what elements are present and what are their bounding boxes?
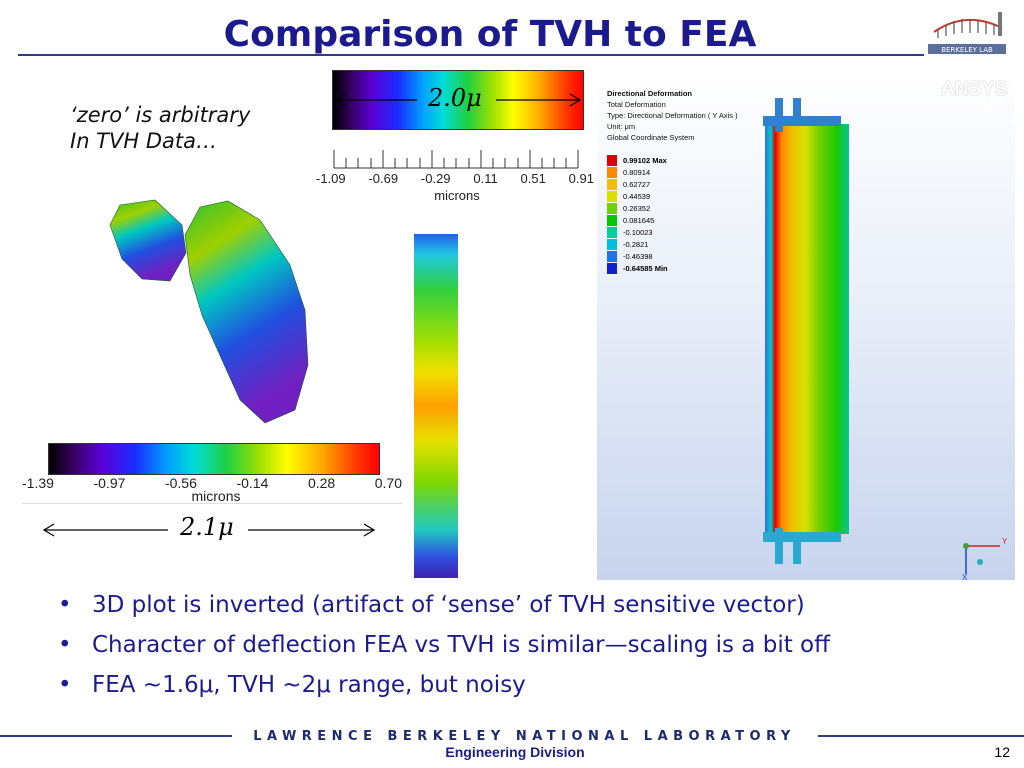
slide-title: Comparison of TVH to FEA: [223, 14, 757, 55]
tick-label: -1.39: [22, 475, 54, 491]
top-dimension-arrow: [334, 93, 582, 107]
top-dimension-value: 2.0: [428, 84, 467, 112]
fea-legend: 0.99102 Max 0.80914 0.62727 0.44539 0.26352 0…: [607, 154, 668, 274]
fea-legend-label: 0.99102 Max: [623, 155, 667, 165]
colorbar-divider: [22, 503, 402, 504]
fea-legend-row: 0.26352: [607, 202, 668, 214]
fea-info-line: Global Coordinate System: [607, 133, 695, 142]
footer-rule-left: [0, 735, 232, 737]
ansys-version: v12.1: [973, 98, 1005, 109]
fea-legend-label: 0.80914: [623, 167, 651, 177]
fea-legend-row: 0.44539: [607, 190, 668, 202]
tick-label: -0.56: [164, 475, 197, 491]
fea-legend-row: -0.64585 Min: [607, 262, 668, 274]
fea-info-line: Directional Deformation: [607, 89, 693, 98]
fea-legend-row: -0.2821: [607, 238, 668, 250]
tick-label: -0.97: [93, 475, 126, 491]
fea-legend-swatch: [607, 238, 617, 250]
fea-info-line: Unit: μm: [607, 122, 636, 131]
fea-legend-label: 0.44539: [623, 191, 651, 201]
tick-label: 0.11: [473, 171, 498, 186]
fea-legend-label: 0.62727: [623, 179, 651, 189]
lab-name: LAWRENCE BERKELEY NATIONAL LABORATORY: [253, 729, 796, 744]
fea-legend-swatch: [607, 166, 617, 178]
top-tick-scale: [333, 150, 579, 169]
tick-label: -0.69: [368, 171, 399, 186]
fea-legend-label: -0.46398: [623, 251, 653, 261]
ansys-logo: ANSYS: [940, 78, 1008, 100]
axis-x-label: X: [962, 573, 968, 580]
fea-result-panel: Directional Deformation Total Deformatio…: [597, 74, 1015, 580]
zero-arbitrary-note: ‘zero’ is arbitrary In TVH Data…: [70, 102, 250, 154]
division-name: Engineering Division: [445, 744, 585, 760]
berkeley-lab-logo: BERKELEY LAB: [928, 12, 1006, 54]
tick-label: 0.70: [374, 475, 402, 491]
fea-legend-swatch: [607, 178, 617, 190]
tick-label: -0.29: [420, 171, 451, 186]
fea-legend-label: 0.081645: [623, 215, 655, 225]
footer-rule-right: [818, 735, 1024, 737]
top-dimension-label: 2.0μ: [428, 84, 482, 112]
bottom-axis-label: microns: [191, 488, 241, 504]
tick-label: 0.28: [307, 475, 336, 491]
fea-info-line: Type: Directional Deformation ( Y Axis ): [607, 111, 738, 120]
fea-legend-swatch: [607, 262, 617, 274]
tick-label: -1.09: [316, 171, 346, 186]
fea-legend-swatch: [607, 154, 617, 166]
fea-legend-label: 0.26352: [623, 203, 651, 213]
bullet-item: FEA ~1.6μ, TVH ~2μ range, but noisy: [58, 668, 998, 708]
fea-info-line: Total Deformation: [607, 100, 666, 109]
fea-legend-swatch: [607, 202, 617, 214]
tick-label: 0.51: [520, 171, 546, 186]
note-line-2: In TVH Data…: [70, 129, 217, 153]
page-number: 12: [994, 744, 1010, 760]
bullet-list: 3D plot is inverted (artifact of ‘sense’…: [58, 588, 998, 708]
tvh-3d-surface-plot: [109, 199, 309, 424]
fea-legend-swatch: [607, 250, 617, 262]
top-tick-labels: -1.09 -0.69 -0.29 0.11 0.51 0.91: [316, 171, 594, 186]
tick-label: 0.91: [568, 171, 594, 186]
note-line-1: ‘zero’ is arbitrary: [70, 103, 251, 127]
tvh-2d-map: [414, 234, 458, 578]
fea-legend-row: 0.99102 Max: [607, 154, 668, 166]
fea-legend-row: 0.081645: [607, 214, 668, 226]
fea-legend-swatch: [607, 226, 617, 238]
bottom-tick-labels: -1.39 -0.97 -0.56 -0.14 0.28 0.70: [22, 475, 402, 491]
fea-deformation-beam: [763, 98, 849, 564]
bullet-item: Character of deflection FEA vs TVH is si…: [58, 628, 998, 668]
width-dimension-label: 2.1μ: [180, 513, 234, 541]
bullet-item: 3D plot is inverted (artifact of ‘sense’…: [58, 588, 998, 628]
axis-y-label: Y: [1002, 537, 1008, 546]
fea-legend-row: -0.46398: [607, 250, 668, 262]
width-dimension-arrow: [42, 523, 376, 537]
fea-legend-row: 0.62727: [607, 178, 668, 190]
fea-legend-row: -0.10023: [607, 226, 668, 238]
fea-legend-label: -0.10023: [623, 227, 653, 237]
width-dimension-value: 2.1: [180, 513, 219, 541]
width-dimension-unit: μ: [218, 513, 234, 541]
top-dimension-unit: μ: [466, 84, 482, 112]
top-axis-label: microns: [434, 188, 480, 203]
fea-legend-label: -0.64585 Min: [623, 263, 668, 273]
fea-legend-swatch: [607, 190, 617, 202]
bottom-colorbar: [48, 443, 380, 475]
logo-text: BERKELEY LAB: [941, 46, 993, 54]
title-rule: [18, 54, 924, 56]
fea-legend-row: 0.80914: [607, 166, 668, 178]
fea-info-block: Directional Deformation Total Deformatio…: [607, 88, 738, 143]
fea-legend-swatch: [607, 214, 617, 226]
coordinate-triad-icon: Y X: [962, 537, 1008, 580]
tick-label: -0.14: [236, 475, 269, 491]
fea-legend-label: -0.2821: [623, 239, 649, 249]
